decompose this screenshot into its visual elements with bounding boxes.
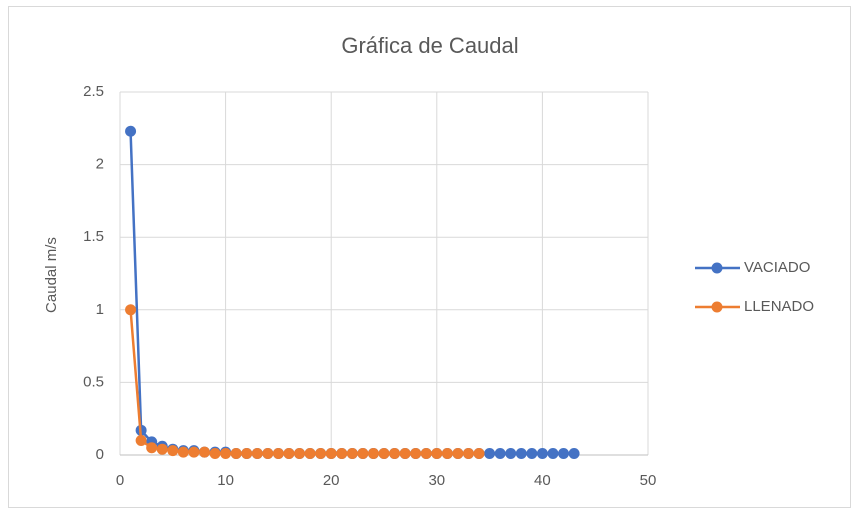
legend-label: LLENADO: [744, 298, 814, 315]
data-point: [473, 448, 485, 460]
data-point: [125, 125, 137, 137]
x-tick-label: 0: [116, 472, 124, 489]
data-point: [251, 448, 263, 460]
chart-frame: [8, 6, 851, 508]
data-point: [367, 448, 379, 460]
data-point: [315, 448, 327, 460]
y-tick-label: 2: [96, 156, 104, 173]
data-point: [558, 448, 570, 460]
data-point: [526, 448, 538, 460]
data-point: [188, 446, 200, 458]
data-point: [304, 448, 316, 460]
data-point: [241, 448, 253, 460]
x-tick-label: 20: [323, 472, 340, 489]
y-tick-label: 2.5: [83, 83, 104, 100]
data-point: [452, 448, 464, 460]
data-point: [431, 448, 443, 460]
data-point: [220, 448, 232, 460]
data-point: [494, 448, 506, 460]
data-point: [378, 448, 390, 460]
y-tick-label: 1: [96, 301, 104, 318]
data-point: [536, 448, 548, 460]
x-tick-label: 50: [640, 472, 657, 489]
data-point: [547, 448, 559, 460]
data-point: [272, 448, 284, 460]
legend-label: VACIADO: [744, 259, 810, 276]
y-tick-label: 0: [96, 446, 104, 463]
data-point: [462, 448, 474, 460]
data-point: [441, 448, 453, 460]
y-axis-label: Caudal m/s: [43, 237, 60, 313]
chart-title: Gráfica de Caudal: [341, 33, 518, 58]
x-tick-label: 40: [534, 472, 551, 489]
data-point: [357, 448, 369, 460]
data-point: [515, 448, 527, 460]
y-tick-label: 1.5: [83, 228, 104, 245]
data-point: [125, 304, 137, 316]
data-point: [568, 448, 580, 460]
data-point: [156, 443, 168, 455]
data-point: [262, 448, 274, 460]
data-point: [336, 448, 348, 460]
x-tick-label: 30: [428, 472, 445, 489]
data-point: [325, 448, 337, 460]
data-point: [346, 448, 358, 460]
data-point: [230, 448, 242, 460]
data-point: [209, 448, 221, 460]
data-point: [177, 446, 189, 458]
legend-marker: [711, 301, 723, 313]
data-point: [167, 445, 179, 457]
data-point: [294, 448, 306, 460]
data-point: [399, 448, 411, 460]
x-tick-label: 10: [217, 472, 234, 489]
data-point: [410, 448, 422, 460]
data-point: [484, 448, 496, 460]
y-tick-label: 0.5: [83, 373, 104, 390]
data-point: [135, 434, 147, 446]
legend-marker: [711, 262, 723, 274]
data-point: [505, 448, 517, 460]
data-point: [420, 448, 432, 460]
data-point: [146, 442, 158, 454]
data-point: [198, 446, 210, 458]
data-point: [389, 448, 401, 460]
data-point: [283, 448, 295, 460]
